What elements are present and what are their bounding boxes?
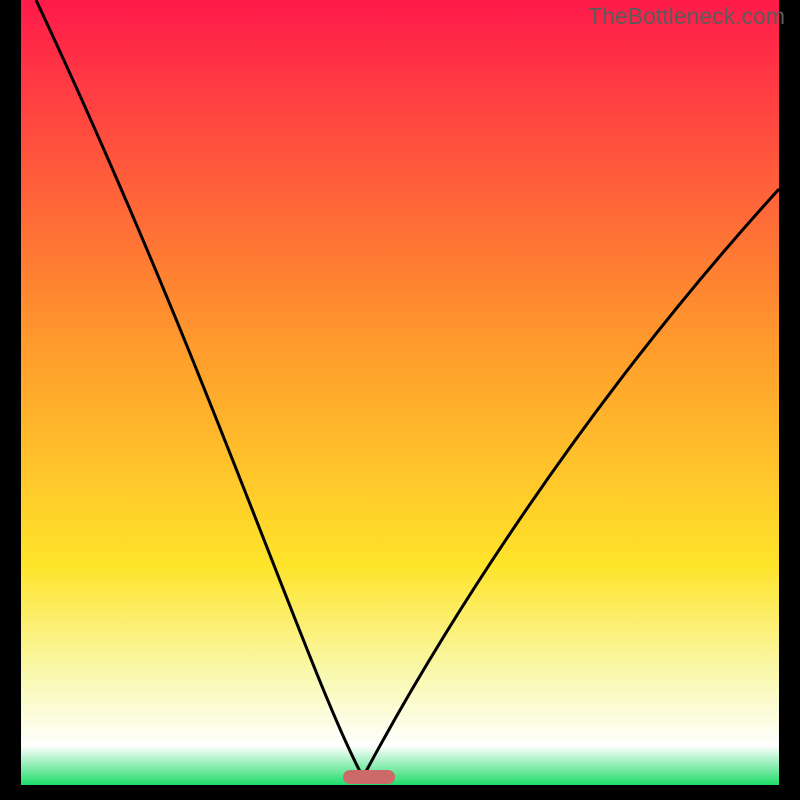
gradient-plot-area — [21, 0, 779, 785]
chart-container: { "canvas": { "width": 800, "height": 80… — [0, 0, 800, 800]
